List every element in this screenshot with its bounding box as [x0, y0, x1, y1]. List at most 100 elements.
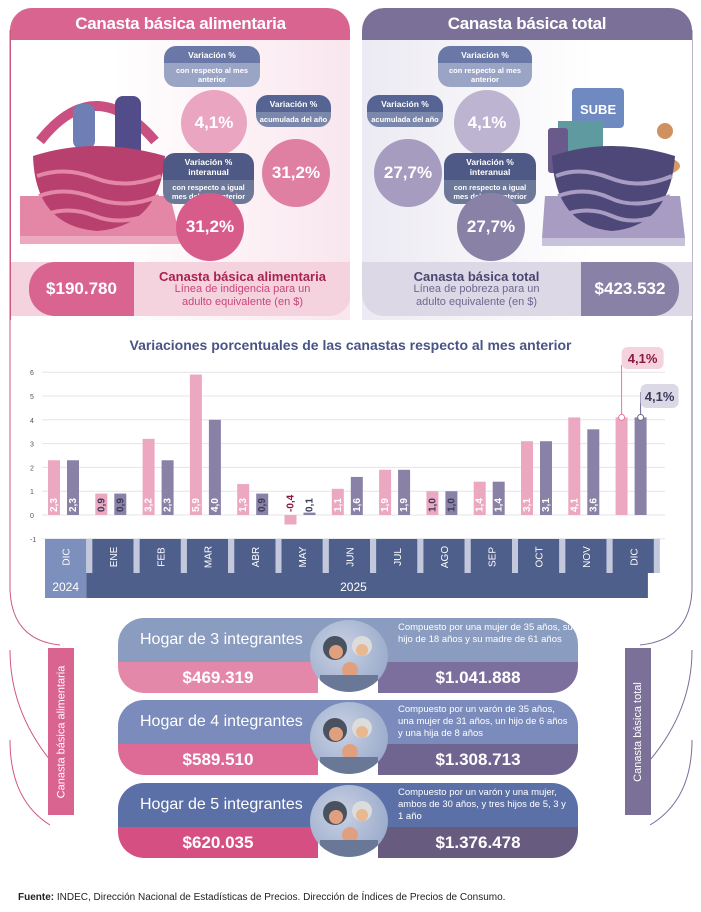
- label-sub: con respecto al mes anterior: [438, 63, 532, 87]
- y-tick-label: 0: [30, 513, 34, 520]
- total-monthly-value: 4,1%: [454, 90, 520, 156]
- food-price: $190.780: [29, 262, 134, 316]
- category-sep: [606, 539, 613, 573]
- callout-total: 4,1%: [645, 389, 675, 404]
- callout-dot: [618, 413, 626, 421]
- bar-food: [473, 481, 486, 515]
- bar-total: [445, 491, 458, 515]
- label-title: Variación % interanual: [444, 153, 536, 180]
- bar-total: [256, 493, 269, 515]
- bar-food: [284, 515, 297, 525]
- label-title: Variación %: [438, 46, 532, 63]
- household-name: Hogar de 4 integrantes: [140, 713, 303, 730]
- category-cell: [565, 539, 607, 573]
- category-sep: [322, 539, 329, 573]
- total-price-title: Canasta básica total: [413, 268, 540, 284]
- total-basket-panel: Canasta básica total SUBE Variación % co…: [362, 8, 692, 320]
- data-label: -0,4: [286, 494, 297, 512]
- household-description: Compuesto por una mujer de 35 años, su h…: [398, 622, 573, 645]
- footer-label: Fuente:: [18, 892, 55, 903]
- callout-food: 4,1%: [628, 351, 658, 366]
- bar-total: [67, 460, 79, 515]
- household-cba-value: $469.319: [118, 662, 318, 693]
- household-cbt-value: $1.041.888: [378, 662, 578, 693]
- data-label: 3,1: [522, 498, 533, 512]
- category-sep: [512, 539, 518, 573]
- total-price: $423.532: [581, 262, 679, 316]
- food-price-title: Canasta básica alimentaria: [159, 268, 326, 284]
- bar-total: [540, 441, 552, 515]
- label-sub: con respecto al mes anterior: [164, 63, 260, 87]
- category-cell: [234, 539, 276, 573]
- household-cbt-value: $1.376.478: [378, 827, 578, 858]
- y-tick-label: 3: [30, 442, 34, 449]
- label-title: Variación %: [256, 95, 331, 112]
- household-card: Hogar de 5 integrantes $620.035 $1.376.4…: [118, 783, 578, 858]
- data-label: 2,3: [68, 498, 79, 512]
- bar-food: [331, 488, 344, 515]
- household-name: Hogar de 5 integrantes: [140, 796, 303, 813]
- household-name: Hogar de 3 integrantes: [140, 631, 303, 648]
- category-label: AGO: [440, 546, 451, 568]
- data-label: 0,9: [257, 498, 268, 512]
- category-label: DIC: [629, 548, 640, 565]
- household-description: Compuesto por un varón de 35 años, una m…: [398, 704, 568, 739]
- data-label: 1,0: [446, 498, 457, 512]
- food-ytd-value: 31,2%: [262, 139, 330, 207]
- food-monthly-value: 4,1%: [181, 90, 247, 156]
- food-price-sub: Línea de indigencia para un adulto equiv…: [174, 282, 311, 308]
- household-cba-value: $620.035: [118, 827, 318, 858]
- side-label-food: Canasta básica alimentaria: [48, 648, 74, 815]
- category-sep: [133, 539, 140, 573]
- callout-dot: [637, 413, 645, 421]
- category-sep: [370, 539, 377, 573]
- category-label: NOV: [582, 546, 593, 568]
- category-label: ENE: [109, 546, 120, 567]
- label-sub: acumulada del año: [367, 112, 443, 127]
- category-sep: [275, 539, 282, 573]
- data-label: 3,2: [144, 498, 155, 512]
- household-card: Hogar de 4 integrantes $589.510 $1.308.7…: [118, 700, 578, 775]
- data-label: 2,3: [163, 498, 174, 512]
- bar-food: [48, 460, 60, 515]
- y-tick-label: 6: [30, 370, 34, 377]
- category-label: MAY: [298, 546, 309, 567]
- category-label: JUL: [393, 548, 404, 566]
- total-basket-icon: SUBE: [542, 88, 685, 246]
- bar-total: [350, 476, 363, 515]
- bar-food: [237, 484, 250, 515]
- year-cell: [86, 573, 648, 598]
- food-basket-panel: Canasta básica alimentaria Variación % c…: [10, 8, 350, 320]
- category-sep: [464, 539, 471, 573]
- bar-food: [568, 417, 581, 515]
- bar-chart: -1 0 1 2 3 4 5 6 2,3 2,3 DIC 0,9 0,9 ENE 3,2 2,3 FEB 5,9 4…: [30, 347, 679, 598]
- category-cell: [139, 539, 181, 573]
- bar-food: [189, 374, 202, 515]
- bar-total: [587, 429, 600, 515]
- data-label: 3,1: [541, 498, 552, 512]
- data-label: 2,3: [49, 498, 60, 512]
- category-cell: [376, 539, 418, 573]
- category-cell: [328, 539, 371, 573]
- callout-box-food: [621, 347, 664, 369]
- family-illustration-icon: [310, 620, 388, 692]
- bar-total: [634, 417, 647, 515]
- total-monthly-label: Variación % con respecto al mes anterior: [438, 46, 532, 87]
- category-cell: [45, 539, 87, 573]
- household-cbt-value: $1.308.713: [378, 744, 578, 775]
- data-label: 1,6: [352, 498, 363, 512]
- callout-box-total: [640, 384, 679, 408]
- y-tick-label: 5: [30, 394, 34, 401]
- category-cell: [470, 539, 512, 573]
- data-label: 1,3: [238, 498, 249, 512]
- category-sep: [180, 539, 187, 573]
- category-sep: [228, 539, 235, 573]
- total-yoy-value: 27,7%: [457, 193, 525, 261]
- total-basket-title: Canasta básica total: [362, 8, 692, 40]
- y-tick-label: 2: [30, 465, 34, 472]
- data-label: 1,0: [427, 498, 438, 512]
- sube-card-text: SUBE: [580, 102, 616, 117]
- category-label: DIC: [62, 548, 73, 565]
- category-sep: [653, 539, 660, 573]
- footer-text: INDEC, Dirección Nacional de Estadística…: [54, 892, 506, 903]
